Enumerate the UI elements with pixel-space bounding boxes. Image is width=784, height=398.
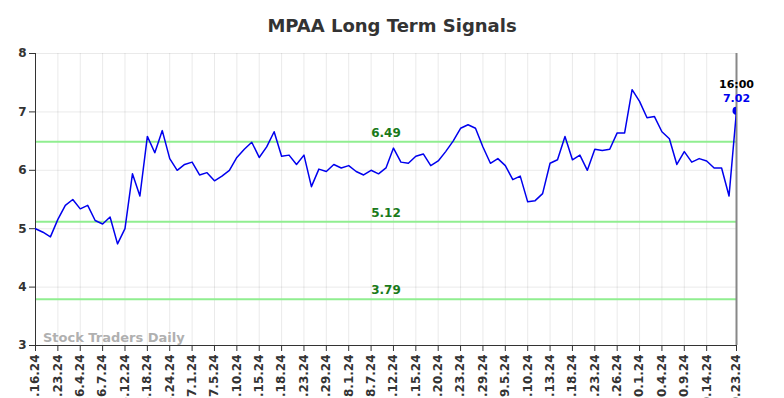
svg-text:10.14.24: 10.14.24 [700,355,714,398]
svg-text:9.26.24: 9.26.24 [610,355,624,398]
svg-text:3.79: 3.79 [371,283,401,297]
svg-text:9.18.24: 9.18.24 [565,355,579,398]
svg-text:6: 6 [18,163,26,177]
svg-text:9.10.24: 9.10.24 [521,355,535,398]
svg-text:10.4.24: 10.4.24 [655,355,669,398]
svg-text:5.16.24: 5.16.24 [28,355,42,398]
svg-text:8.29.24: 8.29.24 [476,355,490,398]
svg-text:7.29.24: 7.29.24 [319,355,333,398]
svg-text:9.13.24: 9.13.24 [543,355,557,398]
svg-text:8.20.24: 8.20.24 [431,355,445,398]
svg-text:7.10.24: 7.10.24 [230,355,244,398]
svg-text:7.1.24: 7.1.24 [185,355,199,398]
svg-text:8.7.24: 8.7.24 [364,355,378,398]
svg-text:8.23.24: 8.23.24 [453,355,467,398]
svg-text:10.1.24: 10.1.24 [632,355,646,398]
svg-text:5.23.24: 5.23.24 [51,355,65,398]
svg-text:8.15.24: 8.15.24 [409,355,423,398]
svg-text:6.12.24: 6.12.24 [118,355,132,398]
svg-text:7: 7 [18,105,26,119]
svg-text:7.18.24: 7.18.24 [274,355,288,398]
svg-text:7.02: 7.02 [723,92,750,105]
svg-text:7.23.24: 7.23.24 [297,355,311,398]
svg-text:9.5.24: 9.5.24 [498,355,512,398]
svg-text:4: 4 [18,280,26,294]
svg-text:8.12.24: 8.12.24 [386,355,400,398]
svg-text:5.12: 5.12 [371,206,401,220]
svg-text:7.5.24: 7.5.24 [207,355,221,398]
svg-text:7.15.24: 7.15.24 [252,355,266,398]
html-text:MPAA Long Term Signals: MPAA Long Term Signals [267,15,517,36]
svg-text:6.49: 6.49 [371,126,401,140]
svg-text:6.18.24: 6.18.24 [140,355,154,398]
svg-text:5: 5 [18,222,26,236]
svg-text:6.24.24: 6.24.24 [163,355,177,398]
svg-text:Stock Traders Daily: Stock Traders Daily [43,330,185,345]
svg-text:8: 8 [18,46,26,60]
svg-text:3: 3 [18,338,26,352]
svg-text:6.7.24: 6.7.24 [95,355,109,398]
svg-text:8.1.24: 8.1.24 [342,355,356,398]
svg-text:10.9.24: 10.9.24 [677,355,691,398]
svg-text:6.4.24: 6.4.24 [73,355,87,398]
svg-text:9.23.24: 9.23.24 [588,355,602,398]
svg-text:10.23.24: 10.23.24 [729,355,743,398]
svg-text:16:00: 16:00 [719,78,754,91]
